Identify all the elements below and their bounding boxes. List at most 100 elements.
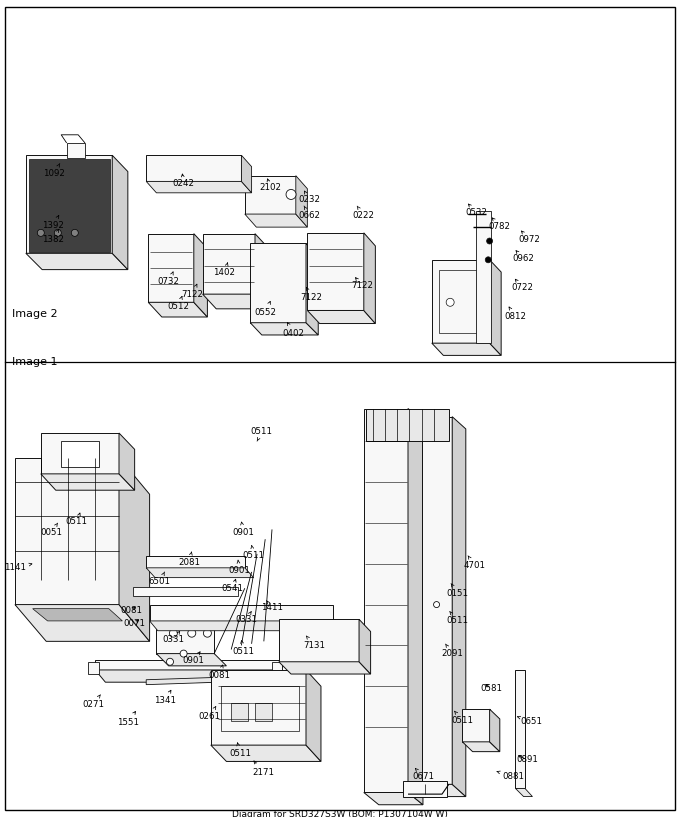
Polygon shape [272,662,282,674]
Polygon shape [490,709,500,752]
Polygon shape [41,474,135,490]
Circle shape [446,298,454,306]
Polygon shape [148,302,207,317]
Text: 2171: 2171 [253,761,275,778]
Polygon shape [41,433,119,474]
Text: 0331: 0331 [163,632,184,645]
Polygon shape [133,587,238,596]
Text: 0511: 0511 [452,711,473,725]
Polygon shape [296,176,307,227]
Polygon shape [26,253,128,270]
Text: 0331: 0331 [235,612,257,624]
Text: 0891: 0891 [516,755,538,765]
Text: 0581: 0581 [481,684,503,694]
Polygon shape [279,662,371,674]
Polygon shape [306,670,321,761]
Polygon shape [515,788,532,797]
Polygon shape [146,181,252,193]
Text: 6501: 6501 [149,572,171,587]
Polygon shape [515,670,525,788]
Text: 0881: 0881 [497,771,524,782]
Text: 1141: 1141 [4,563,32,573]
Polygon shape [364,408,408,792]
Text: 0962: 0962 [513,251,534,264]
Text: Image 2: Image 2 [12,310,58,319]
Text: 0662: 0662 [299,206,320,221]
Text: 0901: 0901 [233,522,254,538]
Circle shape [487,238,492,244]
Text: 7122: 7122 [301,288,322,302]
Text: 0511: 0511 [229,743,251,758]
Text: 2081: 2081 [178,552,200,567]
Text: 1092: 1092 [44,163,65,178]
Polygon shape [231,703,248,721]
Text: 1392: 1392 [42,216,64,230]
Polygon shape [462,709,490,742]
Circle shape [167,659,173,665]
Polygon shape [15,605,150,641]
Text: 0511: 0511 [66,513,88,526]
Polygon shape [211,670,306,745]
Polygon shape [241,155,252,193]
Text: Image 1: Image 1 [12,357,58,367]
Text: 7122: 7122 [352,278,373,291]
Polygon shape [408,408,423,805]
Polygon shape [250,243,306,323]
Text: 0532: 0532 [465,204,487,217]
Polygon shape [146,675,292,685]
Text: 0242: 0242 [173,174,194,188]
Text: 1341: 1341 [154,690,175,706]
Polygon shape [452,417,466,797]
Circle shape [169,629,177,637]
Text: 7131: 7131 [303,636,325,650]
Text: 0722: 0722 [511,279,533,292]
Text: 0512: 0512 [167,297,189,311]
Polygon shape [194,234,207,317]
Polygon shape [146,556,245,568]
Text: 4701: 4701 [464,556,486,570]
Polygon shape [156,654,226,666]
Polygon shape [307,310,375,324]
Text: 0732: 0732 [158,272,180,287]
Text: 0151: 0151 [447,583,469,598]
Polygon shape [245,214,307,227]
Polygon shape [146,568,254,578]
Circle shape [71,230,78,236]
Text: 0261: 0261 [199,707,220,721]
Text: 0232: 0232 [299,191,320,204]
Text: 0541: 0541 [222,579,243,593]
Circle shape [180,650,187,657]
Text: 1402: 1402 [214,263,235,278]
Text: 0511: 0511 [446,611,468,626]
Polygon shape [422,784,466,797]
Text: 1411: 1411 [261,600,283,613]
Polygon shape [150,605,333,621]
Polygon shape [95,670,292,682]
Text: 0402: 0402 [283,323,305,338]
Circle shape [203,629,211,637]
Text: 0511: 0511 [233,641,254,656]
Text: 0511: 0511 [251,426,273,441]
Circle shape [286,190,296,199]
Text: 7122: 7122 [182,284,203,299]
Text: 1551: 1551 [117,712,139,727]
Text: 0651: 0651 [517,717,543,726]
Text: 0671: 0671 [412,769,434,781]
Text: 0552: 0552 [254,301,276,317]
Polygon shape [476,211,491,343]
Polygon shape [279,619,359,662]
Text: 0071: 0071 [124,618,146,628]
Polygon shape [33,609,122,621]
Text: 0081: 0081 [208,665,230,681]
Text: 0782: 0782 [489,218,511,231]
Text: 0901: 0901 [228,560,250,575]
Polygon shape [95,660,282,670]
Polygon shape [359,619,371,674]
Polygon shape [119,458,150,641]
Polygon shape [462,742,500,752]
Text: 2102: 2102 [260,179,282,193]
Polygon shape [432,260,490,343]
Text: 0812: 0812 [505,307,526,322]
Text: Diagram for SRD327S3W (BOM: P1307104W W): Diagram for SRD327S3W (BOM: P1307104W W) [232,810,448,817]
Circle shape [54,230,61,236]
